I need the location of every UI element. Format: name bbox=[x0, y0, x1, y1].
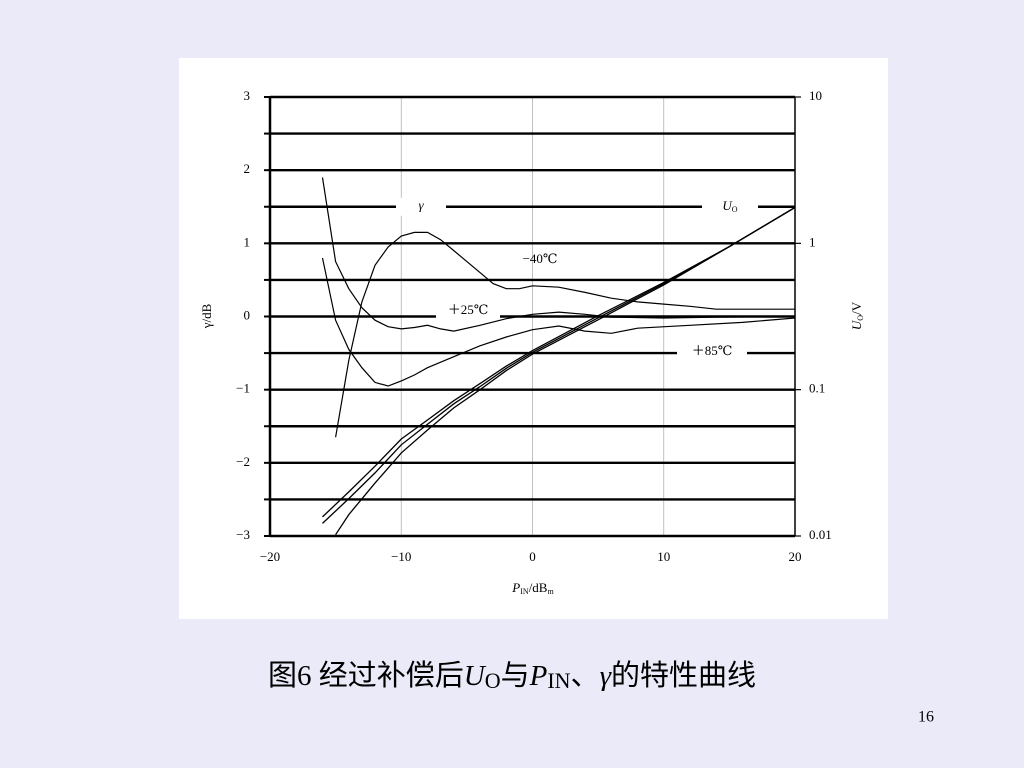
label-background bbox=[396, 197, 446, 216]
annotation-part: U bbox=[722, 198, 733, 213]
y-tick-label: −3 bbox=[236, 527, 250, 542]
series-label: ＋25℃ bbox=[448, 302, 489, 317]
x-tick-label: 0 bbox=[529, 549, 536, 564]
y2-tick-label: 0.01 bbox=[809, 527, 832, 542]
y2-axis-label: UO/V bbox=[849, 301, 865, 330]
x-tick-label: 10 bbox=[657, 549, 670, 564]
annotation: γ bbox=[418, 198, 424, 213]
caption-part: γ bbox=[600, 660, 613, 692]
caption-part: 的特性曲线 bbox=[611, 659, 756, 692]
series-line bbox=[335, 231, 795, 438]
caption-sub: IN bbox=[547, 668, 570, 693]
y2-label-part: U bbox=[849, 319, 864, 330]
x-tick-label: −20 bbox=[260, 549, 280, 564]
caption: 图6 经过补偿后UO与PIN、γ的特性曲线 bbox=[268, 659, 756, 693]
x-label-sub: m bbox=[547, 587, 554, 596]
series-label: ＋85℃ bbox=[692, 343, 733, 358]
y2-tick-label: 1 bbox=[809, 234, 816, 249]
y2-label-part: /V bbox=[849, 301, 864, 315]
y2-tick-label: 0.1 bbox=[809, 381, 825, 396]
series-line bbox=[322, 206, 796, 524]
label-background bbox=[702, 197, 758, 216]
chart-panel bbox=[179, 58, 888, 619]
y-axis-label: γ/dB bbox=[199, 303, 214, 329]
x-axis-label: PIN/dBm bbox=[511, 580, 554, 596]
y-tick-label: 2 bbox=[244, 161, 251, 176]
y-tick-label: 3 bbox=[244, 88, 251, 103]
caption-sub: O bbox=[485, 668, 501, 693]
label-background bbox=[677, 343, 747, 361]
caption-part: 图6 经过补偿后 bbox=[268, 659, 464, 692]
caption-part: P bbox=[529, 660, 548, 692]
page-number: 16 bbox=[918, 709, 934, 726]
y2-tick-label: 10 bbox=[809, 88, 822, 103]
x-tick-label: 20 bbox=[789, 549, 802, 564]
x-label-part: P bbox=[511, 580, 520, 595]
x-label-sub: IN bbox=[520, 587, 529, 596]
annotation-sub: O bbox=[732, 205, 738, 214]
series-label: −40℃ bbox=[523, 251, 558, 266]
series-line bbox=[335, 206, 796, 536]
y2-label-sub: O bbox=[856, 315, 865, 321]
series-line bbox=[321, 177, 796, 332]
series-line bbox=[321, 257, 796, 387]
label-background bbox=[436, 302, 500, 320]
x-tick-label: −10 bbox=[391, 549, 411, 564]
caption-part: 与 bbox=[501, 660, 530, 692]
y-tick-label: −2 bbox=[236, 454, 250, 469]
x-label-part: /dB bbox=[529, 580, 548, 595]
y-tick-label: −1 bbox=[236, 381, 250, 396]
annotation: UO bbox=[722, 198, 737, 214]
y-tick-label: 1 bbox=[244, 234, 251, 249]
caption-part: 、 bbox=[571, 660, 600, 692]
caption-part: U bbox=[464, 660, 487, 692]
y-tick-label: 0 bbox=[244, 307, 251, 322]
series-line bbox=[322, 206, 796, 518]
